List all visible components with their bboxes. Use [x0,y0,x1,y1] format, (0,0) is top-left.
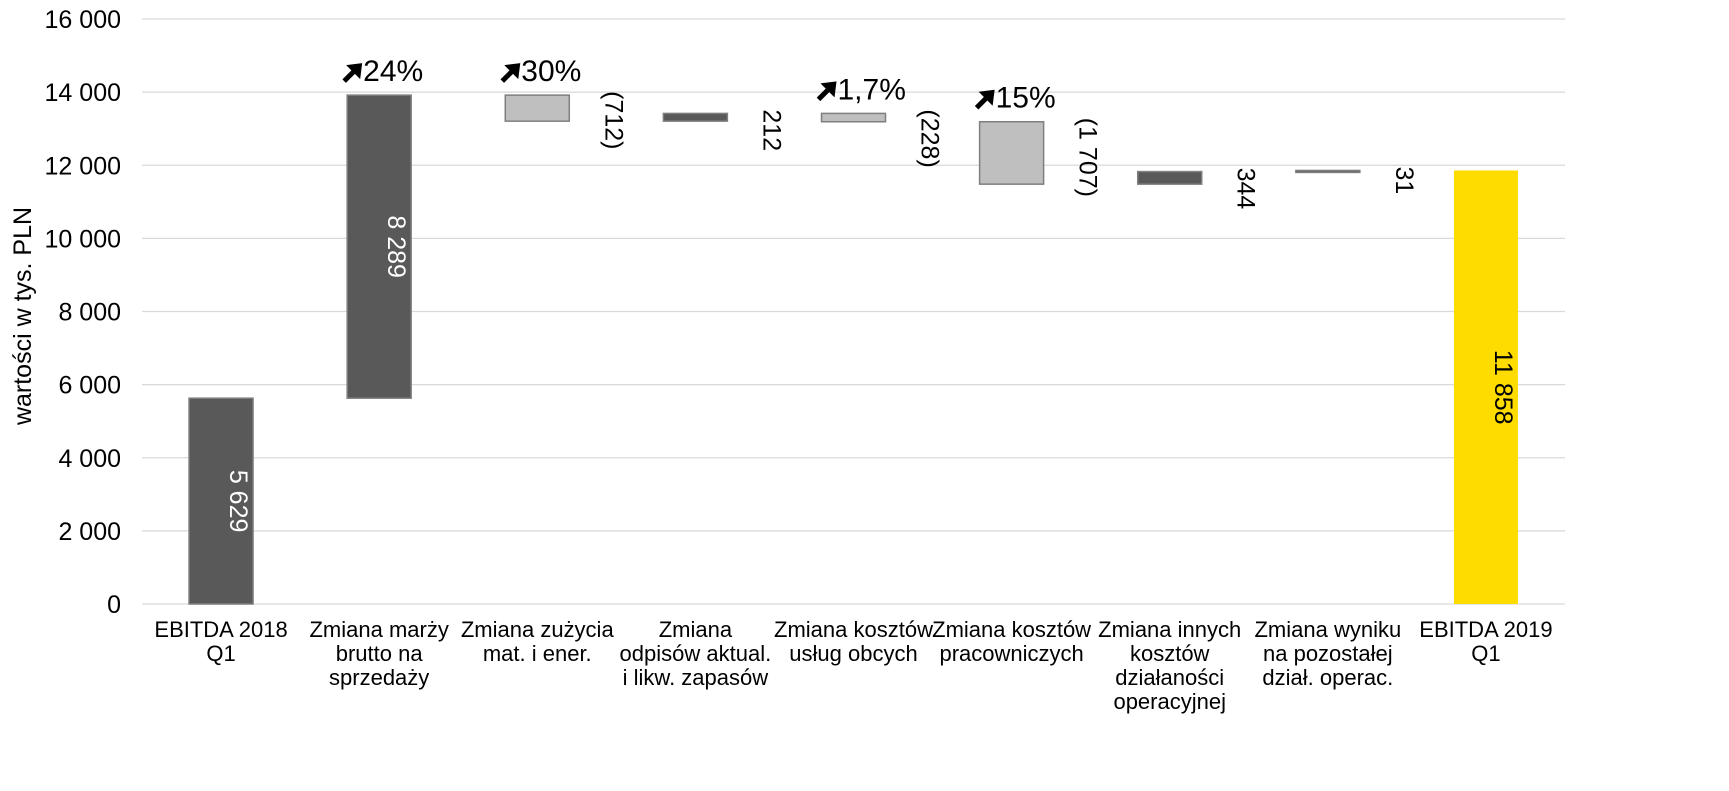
bars [188,94,1518,605]
bar [1136,170,1203,185]
data-label: 8 289 [382,215,410,278]
up-right-arrow-head-icon [978,89,995,106]
x-category-label: Zmiana odpisów aktual. i likw. zapasów [620,617,772,690]
annotations: 24% 30% 1,7% 15% [342,55,1056,115]
y-tick-label: 2 000 [58,518,121,546]
x-axis-categories: EBITDA 2018 Q1 Zmiana marży brutto na sprzed… [154,617,1552,714]
data-label: (228) [916,109,944,167]
y-tick-label: 6 000 [58,372,121,400]
y-tick-label: 0 [107,591,121,619]
up-right-arrow-head-icon [346,63,363,80]
x-category-label: Zmiana innych kosztów działaności operacyjn… [1098,617,1241,714]
y-tick-label: 8 000 [58,299,121,327]
x-category-label: Zmiana marży brutto na sprzedaży [309,617,448,690]
data-label: 344 [1232,168,1260,210]
bar [504,94,571,122]
x-category-label: EBITDA 2019 Q1 [1419,617,1552,666]
y-tick-label: 14 000 [45,79,121,107]
x-category-label: Zmiana wyniku na pozostałej dział. operac. [1254,617,1401,690]
percent-annotation: 15% [996,82,1056,115]
percent-annotation: 1,7% [838,73,906,106]
data-label: (1 707) [1074,118,1102,197]
y-tick-label: 16 000 [45,6,121,34]
bar [978,120,1045,185]
y-axis-label: wartości w tys. PLN [9,207,37,426]
data-label: 212 [757,109,785,151]
x-category-label: Zmiana kosztów usług obcych [774,617,933,666]
up-right-arrow-head-icon [504,63,521,80]
percent-annotation: 24% [363,55,423,88]
bar [1295,169,1361,174]
y-axis-ticks: 0 2 000 4 000 6 000 8 000 10 000 12 000 14 000 1… [45,6,121,619]
bar [662,112,729,122]
x-category-label: Zmiana kosztów pracowniczych [932,617,1091,666]
y-tick-label: 12 000 [45,152,121,180]
data-label: (712) [599,91,627,149]
data-label: 5 629 [224,470,252,533]
bar [188,397,254,605]
up-right-arrow-head-icon [820,81,837,98]
x-category-label: EBITDA 2018 Q1 [154,617,287,666]
y-tick-label: 10 000 [45,225,121,253]
data-label: 11 858 [1489,350,1517,425]
data-label: 31 [1390,166,1418,194]
percent-annotation: 30% [521,55,581,88]
x-category-label: Zmiana zużycia mat. i ener. [461,617,615,666]
data-labels: 5 629 8 289 (712) 212 (228) (1 707) 344 31 11 85… [224,91,1517,532]
bar [820,112,887,123]
y-tick-label: 4 000 [58,445,121,473]
bar [1453,170,1518,604]
bar [346,94,412,399]
